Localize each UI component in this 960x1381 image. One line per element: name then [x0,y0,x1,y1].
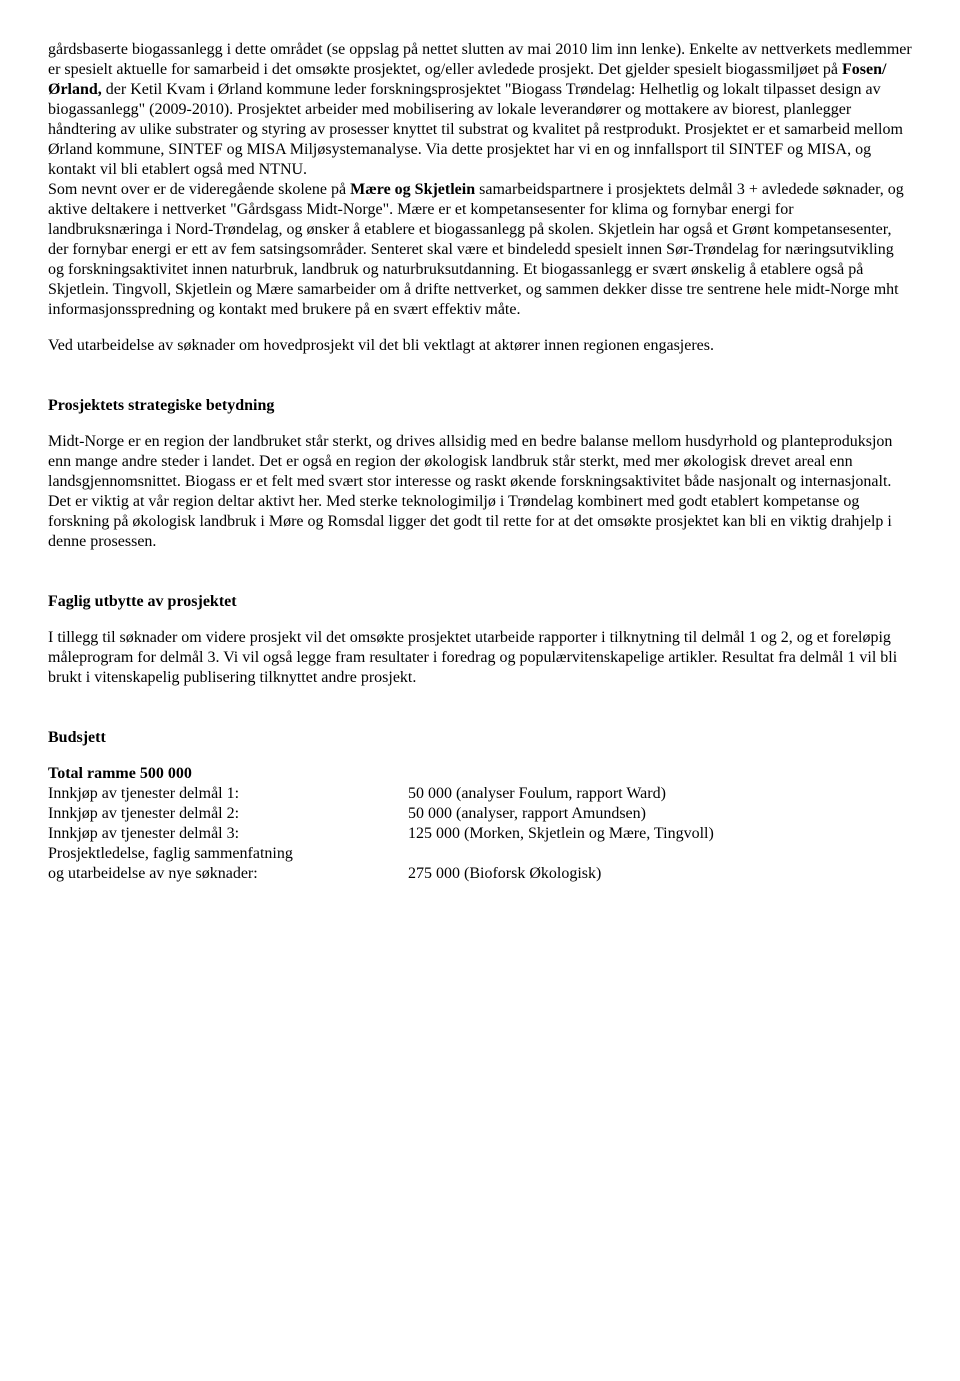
budget-label: Innkjøp av tjenester delmål 3: [48,824,408,844]
bold-maere: Mære og Skjetlein [350,181,475,198]
table-row: Innkjøp av tjenester delmål 3: 125 000 (… [48,824,714,844]
text: gårdsbaserte biogassanlegg i dette områd… [48,41,912,78]
heading-strategic: Prosjektets strategiske betydning [48,396,912,416]
budget-amount: 125 000 (Morken, Skjetlein og Mære, Ting… [408,824,714,844]
budget-label: Innkjøp av tjenester delmål 2: [48,804,408,824]
table-row: Prosjektledelse, faglig sammenfatning [48,844,714,864]
paragraph-4: Midt-Norge er en region der landbruket s… [48,432,912,552]
table-row: Innkjøp av tjenester delmål 2: 50 000 (a… [48,804,714,824]
table-row: og utarbeidelse av nye søknader: 275 000… [48,864,714,884]
budget-table: Innkjøp av tjenester delmål 1: 50 000 (a… [48,784,714,884]
heading-budsjett: Budsjett [48,728,912,748]
text: samarbeidspartnere i prosjektets delmål … [48,181,904,318]
heading-faglig: Faglig utbytte av prosjektet [48,592,912,612]
paragraph-3: Ved utarbeidelse av søknader om hovedpro… [48,336,912,356]
budget-label: Innkjøp av tjenester delmål 1: [48,784,408,804]
text: Som nevnt over er de videregående skolen… [48,181,350,198]
paragraph-5: I tillegg til søknader om videre prosjek… [48,628,912,688]
text: der Ketil Kvam i Ørland kommune leder fo… [48,81,903,178]
budget-amount: 275 000 (Bioforsk Økologisk) [408,864,714,884]
budget-label: Prosjektledelse, faglig sammenfatning [48,844,408,864]
budget-label: og utarbeidelse av nye søknader: [48,864,408,884]
paragraph-1: gårdsbaserte biogassanlegg i dette områd… [48,40,912,320]
budget-total: Total ramme 500 000 [48,764,912,784]
budget-amount: 50 000 (analyser Foulum, rapport Ward) [408,784,714,804]
budget-amount [408,844,714,864]
budget-amount: 50 000 (analyser, rapport Amundsen) [408,804,714,824]
table-row: Innkjøp av tjenester delmål 1: 50 000 (a… [48,784,714,804]
budget-block: Total ramme 500 000 Innkjøp av tjenester… [48,764,912,884]
